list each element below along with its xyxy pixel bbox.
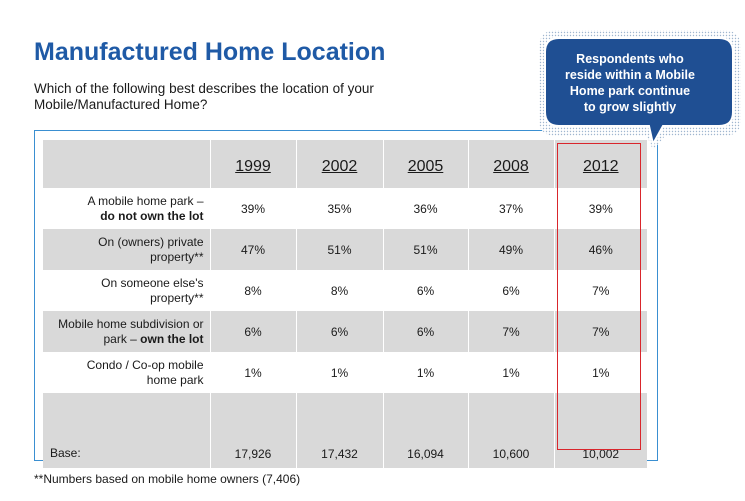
table-cell: 47% [210,229,297,270]
table-cell: 7% [554,311,647,352]
table-row: Mobile home subdivision or park – own th… [43,311,647,352]
table-row: A mobile home park – do not own the lot … [43,188,647,229]
table-cell: 1% [592,365,610,380]
callout-line: reside within a Mobile [565,68,695,82]
row-label: On someone else's property** [43,270,211,311]
row-label: A mobile home park – do not own the lot [43,188,211,229]
table-cell: 39% [210,188,297,229]
table-cell: 7% [468,311,555,352]
table-cell: 49% [468,229,555,270]
callout-line: Home park continue [569,84,691,98]
footnote: **Numbers based on mobile home owners (7… [34,472,301,486]
table-cell: 6% [383,311,469,352]
table-cell: 35% [296,188,384,229]
row-label-line1: On (owners) private [98,234,204,249]
table-cell: 6% [468,270,555,311]
year-header: 1999 [210,140,297,188]
callout-bubble [533,28,743,152]
base-row: Base: 17,926 17,432 16,094 10,600 10,002 [43,393,647,468]
callout-line: to grow slightly [583,100,677,114]
row-label-line2-prefix: park – [103,331,141,346]
row-label-line2: home park [146,372,204,387]
row-label-line2: do not own the lot [100,208,204,223]
table-cell: 7% [592,283,610,298]
row-label-line1: Condo / Co-op mobile [86,357,204,372]
table-cell: 36% [383,188,469,229]
year-header: 2012 [554,140,647,188]
base-cell: 17,432 [296,393,384,468]
row-label-line2: property** [150,290,204,305]
table-cell: 37% [468,188,555,229]
callout-body [544,37,734,147]
row-label-line2: property** [150,249,204,264]
row-label-line2: own the lot [140,331,204,346]
callout-shape [539,30,741,150]
table-cell: 1% [296,352,384,393]
base-cell: 17,926 [210,393,297,468]
row-label: Condo / Co-op mobile home park [43,352,211,393]
callout-text: Respondents who reside within a Mobile H… [545,51,715,115]
row-label-line1: Mobile home subdivision or [58,316,204,331]
base-cell: 10,002 [554,393,647,468]
table-cell: 1% [210,352,297,393]
table-row: Condo / Co-op mobile home park 1% 1% 1% … [43,352,647,393]
table-cell: 46% [554,229,647,270]
table-cell: 1% [468,352,555,393]
table-cell: 1% [383,352,469,393]
table-cell: 51% [383,229,469,270]
table-row: On someone else's property** 8% 8% 6% 6%… [43,270,647,311]
header-row: 1999 2002 2005 2008 2012 [43,140,647,188]
year-header: 2002 [296,140,384,188]
table-cell: 6% [296,311,384,352]
table-cell: 51% [296,229,384,270]
page-title: Manufactured Home Location [34,38,386,66]
base-cell: 16,094 [383,393,469,468]
table-cell: 39% [588,201,613,216]
row-label: On (owners) private property** [43,229,211,270]
base-label: Base: [43,393,211,468]
table-cell: 8% [210,270,297,311]
row-label: Mobile home subdivision or park – own th… [43,311,211,352]
table-cell: 6% [383,270,469,311]
table-row: On (owners) private property** 47% 51% 5… [43,229,647,270]
location-table: 1999 2002 2005 2008 2012 A mobile home p… [43,140,647,468]
row-label-line1: On someone else's [101,275,204,290]
row-label-line1: A mobile home park – [87,193,204,208]
table-cell: 6% [210,311,297,352]
year-header: 2008 [468,140,555,188]
callout-line: Respondents who [576,52,684,66]
header-blank [43,140,211,188]
base-cell: 10,600 [468,393,555,468]
year-header: 2005 [383,140,469,188]
question-text: Which of the following best describes th… [34,81,374,112]
table-cell: 8% [296,270,384,311]
